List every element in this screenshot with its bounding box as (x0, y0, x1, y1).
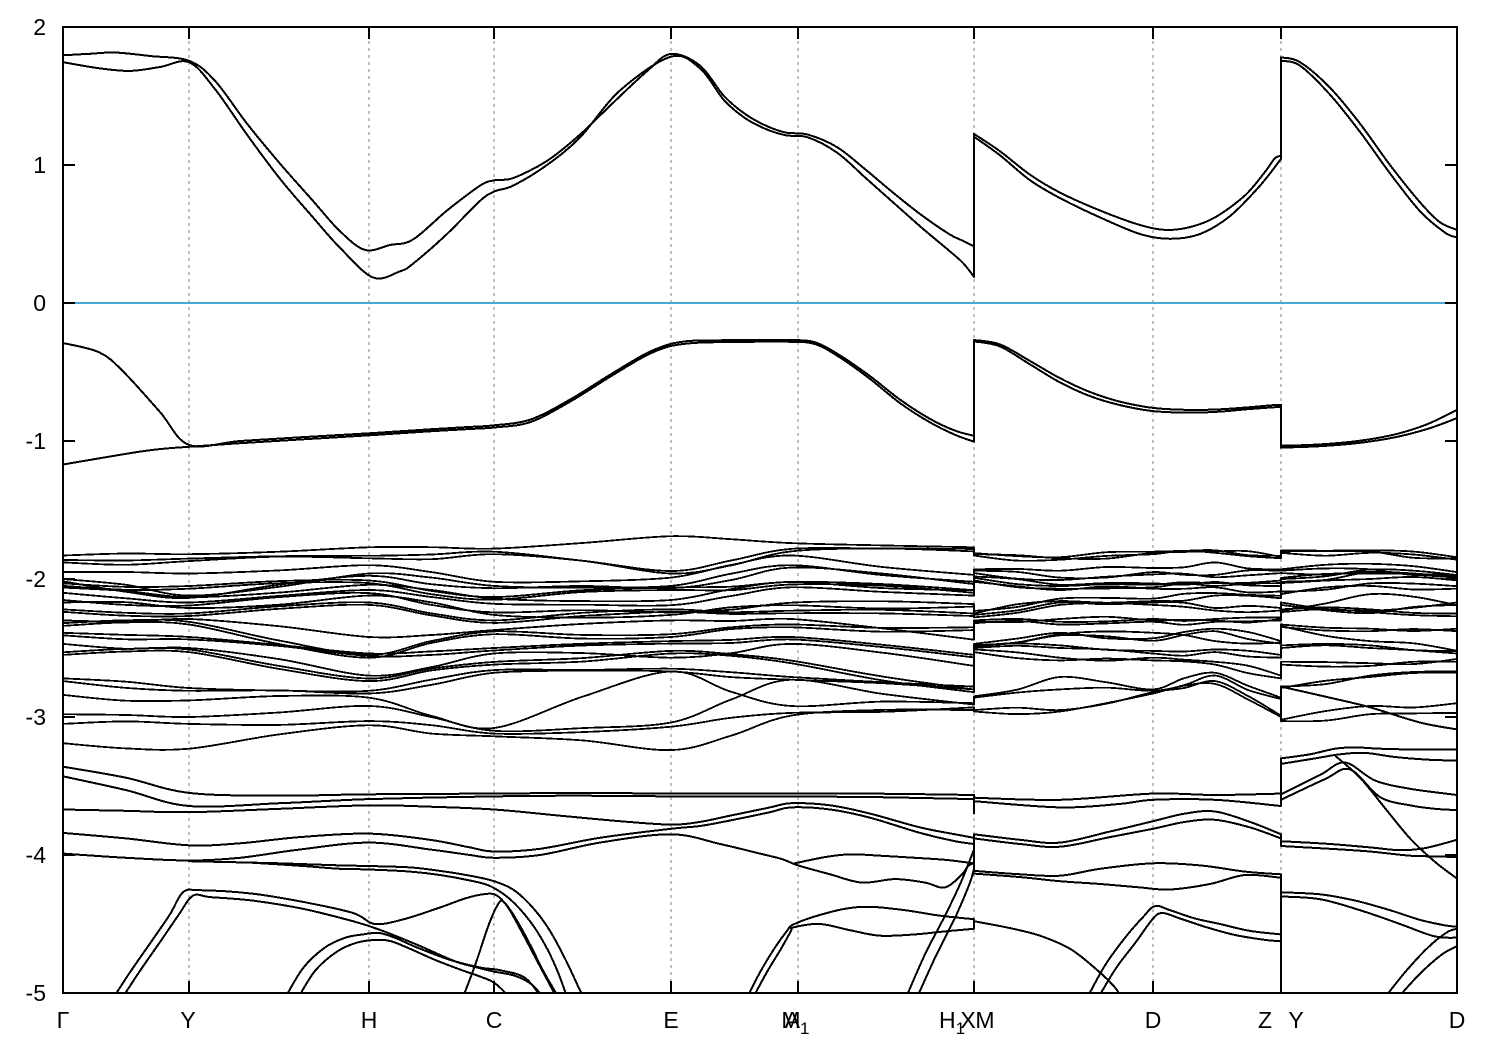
svg-text:-5: -5 (26, 980, 46, 1006)
svg-text:E: E (663, 1007, 678, 1033)
svg-text:-2: -2 (26, 566, 46, 592)
svg-text:D: D (1145, 1007, 1162, 1033)
svg-text:Γ: Γ (57, 1007, 70, 1033)
svg-text:-1: -1 (26, 428, 46, 454)
svg-text:-4: -4 (26, 842, 47, 868)
svg-text:M: M (781, 1007, 800, 1033)
svg-text:-3: -3 (26, 704, 46, 730)
svg-text:C: C (486, 1007, 503, 1033)
svg-text:H: H (361, 1007, 378, 1033)
svg-text:D: D (1449, 1007, 1466, 1033)
svg-text:M: M (975, 1007, 994, 1033)
svg-text:2: 2 (33, 14, 46, 40)
svg-text:1: 1 (33, 152, 46, 178)
svg-text:X: X (960, 1007, 975, 1033)
svg-text:Y: Y (180, 1007, 195, 1033)
svg-text:0: 0 (33, 290, 46, 316)
svg-text:Z: Z (1258, 1007, 1272, 1033)
svg-text:Y: Y (1288, 1007, 1303, 1033)
